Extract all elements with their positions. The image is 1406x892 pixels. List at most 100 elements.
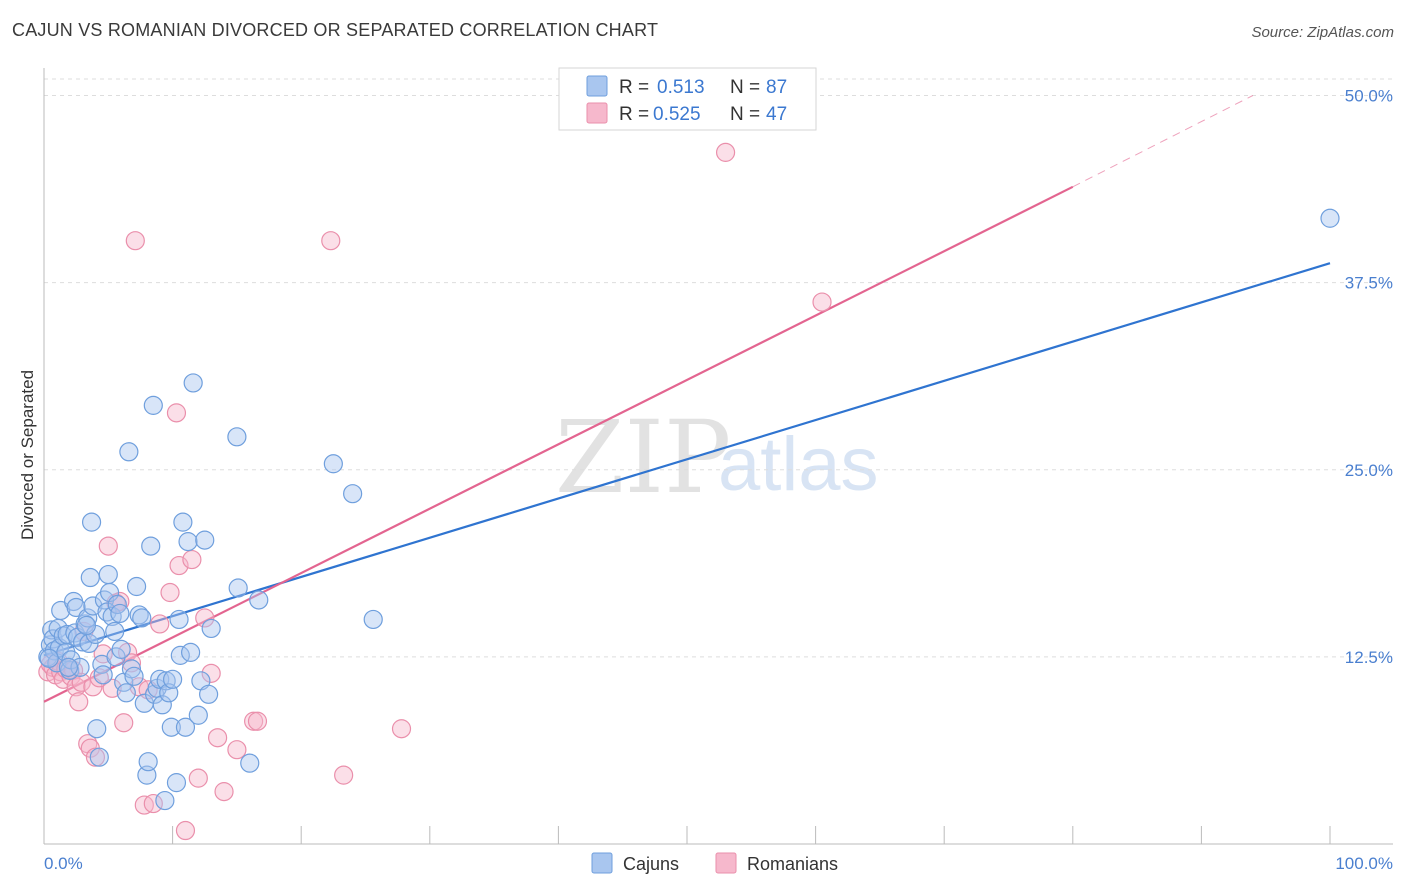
bottom-legend-label-romanian: Romanians: [747, 854, 838, 874]
chart-title: CAJUN VS ROMANIAN DIVORCED OR SEPARATED …: [12, 20, 659, 40]
point-cajun-76: [227, 427, 247, 447]
point-romanian-33: [150, 614, 170, 634]
point-romanian-28: [125, 231, 145, 251]
point-cajun-62: [163, 669, 183, 689]
point-cajun-78: [240, 753, 260, 773]
point-cajun-58: [155, 790, 175, 811]
point-romanian-44: [227, 740, 247, 760]
point-cajun-64: [169, 609, 189, 630]
point-romanian-32: [143, 793, 163, 814]
point-romanian-12: [69, 692, 89, 712]
point-cajun-85: [76, 615, 97, 636]
point-cajun-61: [161, 717, 181, 737]
point-romanian-43: [214, 782, 234, 802]
bottom-legend-swatch-cajun: [591, 852, 613, 874]
point-cajun-28: [89, 747, 109, 767]
point-romanian-47: [321, 231, 341, 251]
point-cajun-40: [111, 639, 131, 659]
point-cajun-25: [83, 596, 103, 616]
point-romanian-41: [201, 663, 221, 683]
source-credit: Source: ZipAtlas.com: [1251, 24, 1394, 41]
legend-swatch-cajun: [586, 75, 608, 97]
point-cajun-70: [183, 373, 203, 393]
point-cajun-42: [116, 683, 136, 703]
point-romanian-39: [188, 768, 208, 788]
point-romanian-35: [166, 403, 187, 423]
legend-n-label-cajun: N =: [730, 77, 760, 98]
point-cajun-48: [132, 608, 152, 628]
point-cajun-57: [152, 695, 172, 715]
legend-r-label-romanian: R =: [619, 104, 649, 125]
point-cajun-24: [81, 512, 102, 532]
point-cajun-75: [201, 618, 221, 639]
data-points: [38, 142, 1340, 841]
point-romanian-22: [102, 678, 122, 698]
point-cajun-23: [80, 567, 100, 588]
legend-r-label-cajun: R =: [619, 77, 649, 98]
x-tick-label-min: 0.0%: [44, 854, 83, 873]
point-cajun-35: [102, 606, 122, 627]
point-cajun-68: [178, 532, 198, 552]
point-cajun-63: [166, 773, 187, 793]
y-tick-label-2: 37.5%: [1345, 274, 1393, 293]
point-cajun-83: [39, 648, 59, 668]
point-romanian-40: [195, 608, 215, 628]
point-romanian-51: [812, 292, 832, 312]
point-romanian-25: [114, 713, 134, 733]
legend-n-value-romanian: 47: [766, 104, 787, 125]
point-romanian-34: [160, 582, 180, 603]
bottom-legend-label-cajun: Cajuns: [623, 854, 679, 874]
point-cajun-52: [141, 536, 161, 556]
point-cajun-53: [143, 395, 163, 415]
watermark-atlas: atlas: [718, 422, 879, 507]
point-romanian-38: [182, 549, 202, 570]
point-romanian-13: [71, 672, 91, 692]
bottom-legend-swatch-romanian: [715, 852, 737, 874]
point-cajun-21: [78, 608, 98, 628]
gridlines: [44, 78, 1393, 658]
point-cajun-45: [124, 666, 144, 686]
point-cajun-74: [199, 684, 219, 704]
point-cajun-51: [138, 752, 158, 772]
legend-swatch-romanian: [586, 102, 608, 124]
x-tick-label-max: 100.0%: [1335, 854, 1393, 873]
point-cajun-46: [126, 576, 147, 597]
point-cajun-86: [1320, 208, 1340, 228]
point-romanian-48: [334, 765, 354, 785]
point-cajun-39: [110, 603, 130, 624]
point-cajun-34: [99, 582, 120, 603]
point-cajun-66: [173, 512, 193, 532]
point-cajun-47: [129, 605, 149, 625]
point-romanian-50: [715, 142, 736, 162]
point-romanian-21: [98, 536, 118, 556]
correlation-legend: R = 0.513 N = 87 R = 0.525 N = 47: [558, 67, 817, 131]
point-cajun-73: [195, 530, 215, 550]
point-romanian-46: [247, 711, 268, 731]
y-tick-labels: 12.5% 25.0% 37.5% 50.0%: [1345, 87, 1393, 667]
y-axis-label: Divorced or Separated: [18, 370, 37, 540]
y-tick-label-3: 50.0%: [1345, 87, 1393, 106]
trendline-romanians: [43, 185, 1074, 703]
legend-r-value-cajun: 0.513: [657, 77, 705, 98]
point-cajun-59: [156, 671, 176, 691]
point-cajun-18: [70, 657, 90, 677]
point-cajun-80: [323, 454, 343, 474]
watermark-zip: ZIP: [555, 399, 731, 516]
legend-n-label-romanian: N =: [730, 104, 760, 125]
point-cajun-79: [249, 590, 269, 610]
axes: [43, 68, 1393, 845]
point-cajun-43: [119, 442, 139, 462]
y-tick-label-1: 25.0%: [1345, 461, 1393, 480]
point-cajun-44: [121, 659, 142, 679]
point-romanian-42: [208, 728, 228, 748]
point-cajun-69: [181, 642, 201, 662]
legend-r-value-romanian: 0.525: [653, 104, 701, 125]
point-cajun-81: [343, 484, 363, 504]
series-legend: Cajuns Romanians: [591, 852, 838, 874]
point-romanian-37: [175, 820, 196, 841]
point-cajun-82: [363, 609, 383, 630]
point-cajun-27: [87, 719, 107, 739]
point-cajun-33: [98, 564, 118, 585]
point-cajun-77: [228, 578, 248, 598]
